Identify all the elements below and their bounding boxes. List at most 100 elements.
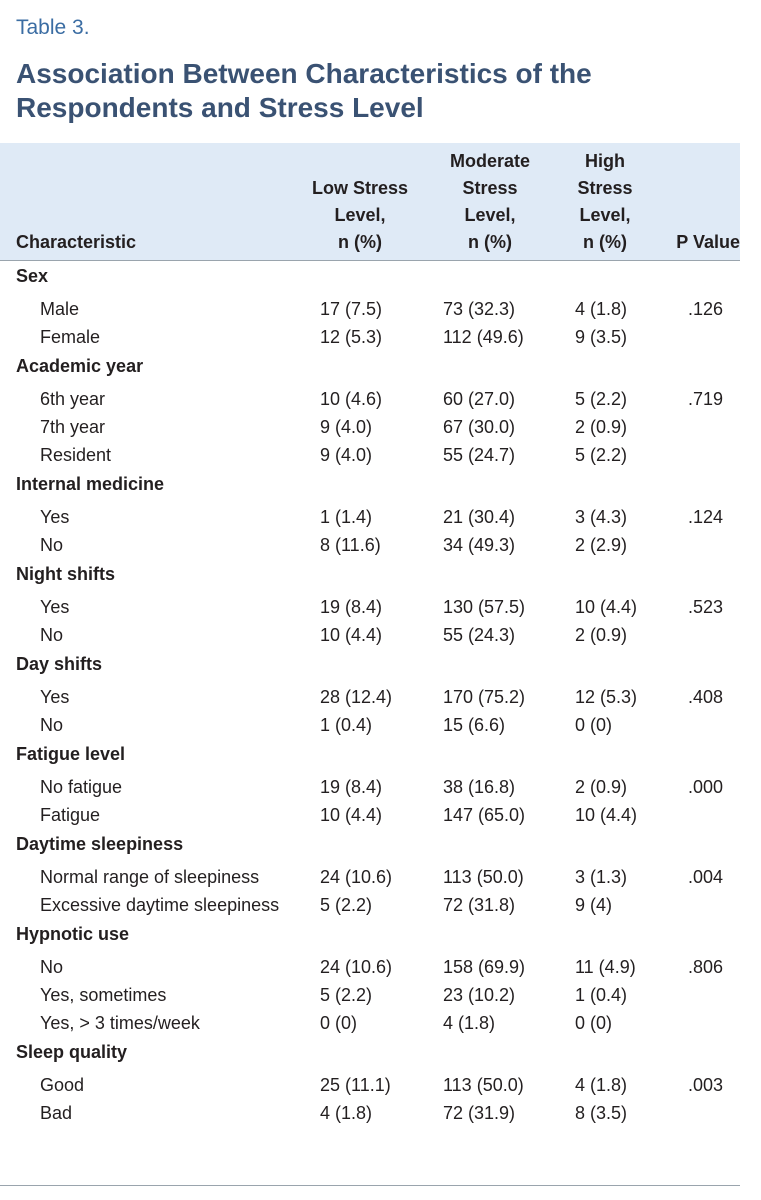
cell-value: 8 (3.5)	[575, 1103, 628, 1123]
cell-value: .806	[688, 957, 724, 977]
table-header	[0, 143, 740, 260]
header-line: Stress	[577, 178, 633, 198]
column-header: P Value	[660, 229, 740, 256]
cell-value: 11 (4.9)	[575, 957, 636, 977]
row-label: Yes	[40, 687, 70, 707]
cell-value: 28 (12.4)	[320, 687, 393, 707]
cell-value: 17 (7.5)	[320, 299, 383, 319]
cell-value: 10 (4.4)	[575, 805, 638, 825]
cell-value: 21 (30.4)	[443, 507, 516, 527]
cell-value: 5 (2.2)	[320, 985, 373, 1005]
cell-value: 130 (57.5)	[443, 597, 526, 617]
row-label: Male	[40, 299, 80, 319]
column-header: Low Stress Level, n (%)	[300, 175, 420, 256]
cell-value: 60 (27.0)	[443, 389, 516, 409]
cell-value: 8 (11.6)	[320, 535, 381, 555]
cell-value: 1 (0.4)	[320, 715, 373, 735]
row-label: Bad	[40, 1103, 73, 1123]
cell-value: 5 (2.2)	[320, 895, 373, 915]
cell-value: 19 (8.4)	[320, 777, 383, 797]
cell-value: 10 (4.4)	[320, 805, 383, 825]
header-line: Low Stress	[311, 178, 409, 198]
group-label: Fatigue level	[16, 744, 126, 764]
row-label: 7th year	[40, 417, 106, 437]
cell-value: 9 (4.0)	[320, 417, 373, 437]
header-line: Level,	[464, 205, 516, 225]
cell-value: .124	[688, 507, 724, 527]
cell-value: 4 (1.8)	[320, 1103, 373, 1123]
group-label: Sex	[16, 266, 49, 286]
cell-value: 55 (24.3)	[443, 625, 516, 645]
group-label: Day shifts	[16, 654, 103, 674]
row-label: Good	[40, 1075, 85, 1095]
column-header: Moderate Stress Level, n (%)	[430, 148, 550, 256]
group-label: Night shifts	[16, 564, 115, 584]
cell-value: 67 (30.0)	[443, 417, 516, 437]
cell-value: 72 (31.9)	[443, 1103, 516, 1123]
cell-value: 5 (2.2)	[575, 389, 628, 409]
row-label: Yes, sometimes	[40, 985, 167, 1005]
group-label: Sleep quality	[16, 1042, 128, 1062]
cell-value: 25 (11.1)	[320, 1075, 391, 1095]
cell-value: 2 (0.9)	[575, 625, 628, 645]
cell-value: .000	[688, 777, 724, 797]
row-label: Yes	[40, 507, 70, 527]
cell-value: 0 (0)	[575, 715, 613, 735]
column-header: High Stress Level, n (%)	[555, 148, 655, 256]
cell-value: 19 (8.4)	[320, 597, 383, 617]
row-label: No	[40, 535, 64, 555]
cell-value: 1 (0.4)	[575, 985, 628, 1005]
header-line: Stress	[462, 178, 518, 198]
cell-value: 3 (4.3)	[575, 507, 628, 527]
header-line: High	[585, 151, 625, 171]
row-label: No	[40, 957, 64, 977]
cell-value: 9 (3.5)	[575, 327, 628, 347]
cell-value: 2 (0.9)	[575, 777, 628, 797]
cell-value: 5 (2.2)	[575, 445, 628, 465]
header-line: n (%)	[468, 232, 512, 252]
header-line: Level,	[579, 205, 631, 225]
cell-value: .719	[688, 389, 724, 409]
header-line: n (%)	[583, 232, 627, 252]
row-label: No	[40, 715, 64, 735]
row-label: No	[40, 625, 64, 645]
cell-value: 9 (4)	[575, 895, 613, 915]
cell-value: .003	[688, 1075, 724, 1095]
row-label: Excessive daytime sleepiness	[40, 895, 280, 915]
cell-value: .523	[688, 597, 724, 617]
row-label: Female	[40, 327, 101, 347]
cell-value: .408	[688, 687, 724, 707]
cell-value: 4 (1.8)	[575, 1075, 628, 1095]
cell-value: 4 (1.8)	[575, 299, 628, 319]
cell-value: 9 (4.0)	[320, 445, 373, 465]
row-label: Fatigue	[40, 805, 101, 825]
header-line: Characteristic	[16, 232, 137, 252]
table-label: Table 3.	[16, 16, 90, 39]
cell-value: 24 (10.6)	[320, 867, 393, 887]
cell-value: 10 (4.6)	[320, 389, 383, 409]
header-line: n (%)	[338, 232, 382, 252]
cell-value: 113 (50.0)	[443, 1075, 524, 1095]
group-label: Internal medicine	[16, 474, 165, 494]
cell-value: 73 (32.3)	[443, 299, 516, 319]
cell-value: .004	[688, 867, 724, 887]
group-label: Hypnotic use	[16, 924, 130, 944]
cell-value: 2 (2.9)	[575, 535, 628, 555]
group-label: Daytime sleepiness	[16, 834, 184, 854]
cell-value: 12 (5.3)	[575, 687, 638, 707]
header-line: Level,	[334, 205, 386, 225]
row-label: Normal range of sleepiness	[40, 867, 260, 887]
cell-value: 2 (0.9)	[575, 417, 628, 437]
cell-value: 10 (4.4)	[575, 597, 638, 617]
column-header: Characteristic	[16, 229, 216, 256]
header-line: Moderate	[449, 151, 530, 171]
cell-value: 38 (16.8)	[443, 777, 516, 797]
cell-value: 147 (65.0)	[443, 805, 526, 825]
row-label: No fatigue	[40, 777, 123, 797]
group-label: Academic year	[16, 356, 144, 376]
cell-value: 55 (24.7)	[443, 445, 516, 465]
row-label: Yes	[40, 597, 70, 617]
cell-value: 23 (10.2)	[443, 985, 516, 1005]
cell-value: 72 (31.8)	[443, 895, 516, 915]
row-label: 6th year	[40, 389, 106, 409]
